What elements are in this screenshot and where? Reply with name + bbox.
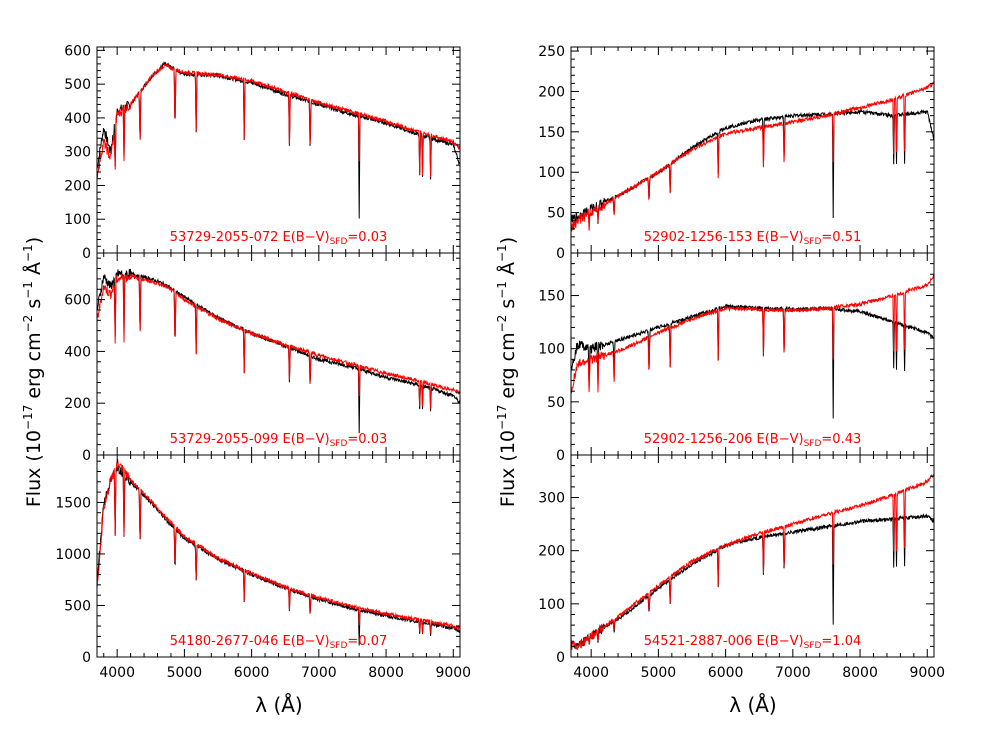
x-tick-label: 9000 bbox=[435, 665, 471, 681]
series-observed bbox=[97, 268, 460, 434]
spectrum-label: 54521-2887-006 E(B−V)SFD=1.04 bbox=[644, 634, 862, 651]
series-model bbox=[571, 474, 934, 651]
y-tick-label: 0 bbox=[82, 650, 91, 666]
y-tick-label: 200 bbox=[64, 396, 91, 412]
series-observed bbox=[97, 61, 460, 219]
y-tick-label: 50 bbox=[547, 206, 565, 222]
series-observed bbox=[571, 512, 934, 649]
y-tick-label: 0 bbox=[82, 246, 91, 262]
y-tick-label: 300 bbox=[538, 491, 565, 507]
spectrum-label: 54180-2677-046 E(B−V)SFD=0.07 bbox=[170, 634, 388, 651]
y-tick-label: 150 bbox=[538, 289, 565, 305]
series-observed bbox=[97, 463, 460, 646]
y-tick-label: 500 bbox=[64, 77, 91, 93]
series-model bbox=[571, 275, 934, 395]
panel-left-top: 0 100 200 300 400 500 600 53729-2055-072 E(B−V)… bbox=[64, 43, 461, 262]
panel-frame bbox=[570, 46, 935, 254]
series-model bbox=[97, 459, 460, 634]
x-axis-label-right: λ (Å) bbox=[729, 693, 776, 717]
spectrum-label: 53729-2055-072 E(B−V)SFD=0.03 bbox=[170, 230, 388, 247]
y-tick-label: 1000 bbox=[55, 547, 91, 563]
y-tick-label: 600 bbox=[64, 43, 91, 59]
plot-area bbox=[97, 268, 460, 434]
x-tick-label: 4000 bbox=[99, 665, 135, 681]
spectrum-label: 53729-2055-099 E(B−V)SFD=0.03 bbox=[170, 432, 388, 449]
x-axis-label-left: λ (Å) bbox=[255, 693, 302, 717]
y-tick-label: 200 bbox=[64, 178, 91, 194]
panel-left-bottom: 4000 5000 6000 7000 8000 9000 0 500 1000 1500 5418… bbox=[55, 454, 471, 681]
panel-right-bottom: 4000 5000 6000 7000 8000 9000 0 100 200 300 54521-… bbox=[538, 454, 945, 681]
y-tick-label: 0 bbox=[556, 448, 565, 464]
y-tick-label: 0 bbox=[82, 448, 91, 464]
y-tick-label: 300 bbox=[64, 145, 91, 161]
y-tick-label: 0 bbox=[556, 246, 565, 262]
panel-frame bbox=[570, 252, 935, 456]
x-tick-label: 7000 bbox=[301, 665, 337, 681]
series-observed bbox=[571, 108, 934, 227]
x-tick-label: 6000 bbox=[234, 665, 270, 681]
panel-frame bbox=[96, 454, 461, 658]
panel-frame bbox=[570, 454, 935, 658]
x-tick-label: 7000 bbox=[775, 665, 811, 681]
y-tick-label: 0 bbox=[556, 650, 565, 666]
x-tick-label: 8000 bbox=[368, 665, 404, 681]
y-tick-label: 100 bbox=[538, 165, 565, 181]
y-tick-label: 100 bbox=[538, 597, 565, 613]
plot-area bbox=[97, 61, 460, 219]
x-tick-label: 9000 bbox=[909, 665, 945, 681]
panel-right-middle: 0 50 100 150 52902-1256-206 E(B−V)SFD=0.43 bbox=[538, 252, 935, 464]
series-model bbox=[97, 273, 460, 409]
y-axis-label-left: Flux (10−17 erg cm−2 s−1 Å−1) bbox=[21, 237, 45, 507]
series-observed bbox=[571, 303, 934, 419]
y-tick-label: 50 bbox=[547, 395, 565, 411]
y-axis-label-right: Flux (10−17 erg cm−2 s−1 Å−1) bbox=[495, 237, 519, 507]
y-tick-label: 1500 bbox=[55, 495, 91, 511]
series-model bbox=[97, 63, 460, 178]
x-tick-label: 4000 bbox=[573, 665, 609, 681]
x-tick-label: 5000 bbox=[167, 665, 203, 681]
y-tick-label: 500 bbox=[64, 598, 91, 614]
y-tick-label: 400 bbox=[64, 111, 91, 127]
x-tick-label: 6000 bbox=[708, 665, 744, 681]
y-tick-label: 100 bbox=[538, 342, 565, 358]
y-tick-label: 600 bbox=[64, 293, 91, 309]
y-tick-label: 250 bbox=[538, 44, 565, 60]
plot-area bbox=[97, 459, 460, 646]
series-model bbox=[571, 80, 934, 233]
y-tick-label: 150 bbox=[538, 125, 565, 141]
y-tick-label: 200 bbox=[538, 84, 565, 100]
spectrum-label: 52902-1256-206 E(B−V)SFD=0.43 bbox=[644, 432, 862, 449]
y-tick-label: 400 bbox=[64, 344, 91, 360]
plot-area bbox=[571, 275, 934, 419]
y-tick-label: 100 bbox=[64, 212, 91, 228]
panel-left-middle: 0 200 400 600 53729-2055-099 E(B−V)SFD=0.03 bbox=[64, 252, 461, 464]
spectrum-label: 52902-1256-153 E(B−V)SFD=0.51 bbox=[644, 230, 862, 247]
x-tick-label: 5000 bbox=[641, 665, 677, 681]
panel-right-top: 0 50 100 150 200 250 52902-1256-153 E(B−V)SFD=… bbox=[538, 44, 935, 262]
plot-area bbox=[571, 80, 934, 233]
x-tick-label: 8000 bbox=[842, 665, 878, 681]
y-tick-label: 200 bbox=[538, 544, 565, 560]
plot-area bbox=[571, 474, 934, 651]
